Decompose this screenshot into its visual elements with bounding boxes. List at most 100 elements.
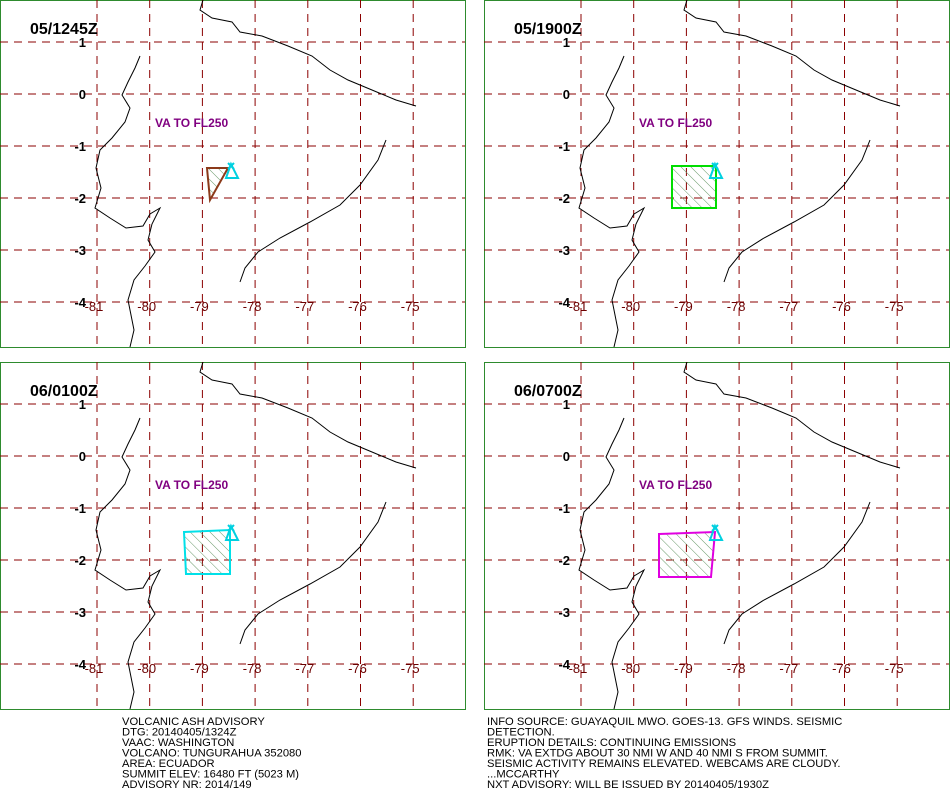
lat-label: 0 — [79, 87, 86, 102]
coastline — [199, 362, 417, 469]
lat-label: -3 — [74, 243, 86, 258]
advisory-text: VOLCANO: TUNGURAHUA 352080 — [122, 748, 301, 760]
lat-label: -4 — [74, 295, 86, 310]
coastline — [683, 0, 901, 107]
lon-label: -80 — [137, 661, 156, 676]
coastline — [94, 417, 162, 709]
lon-label: -81 — [85, 661, 104, 676]
volcano-icon — [227, 162, 235, 170]
lon-label: -81 — [569, 299, 588, 314]
lat-label: -3 — [558, 243, 570, 258]
coastline — [578, 55, 646, 347]
lon-label: -80 — [621, 299, 640, 314]
advisory-text: ...MCCARTHY — [487, 769, 560, 781]
volcano-icon — [711, 524, 719, 532]
map-layer — [0, 0, 465, 347]
lat-label: -4 — [558, 295, 570, 310]
lon-label: -77 — [295, 299, 314, 314]
volcano-icon — [224, 161, 240, 179]
volcano-icon — [227, 524, 235, 532]
volcano-icon — [711, 162, 719, 170]
lon-label: -75 — [885, 661, 904, 676]
advisory-text: SEISMIC ACTIVITY REMAINS ELEVATED. WEBCA… — [487, 758, 841, 770]
valid-time: 06/0100Z — [30, 383, 98, 400]
lon-label: -78 — [243, 299, 262, 314]
lon-label: -76 — [348, 661, 367, 676]
ash-area-hatch — [659, 532, 715, 577]
advisory-text: ERUPTION DETAILS: CONTINUING EMISSIONS — [487, 737, 736, 749]
volcano-icon — [708, 161, 724, 179]
valid-time: 06/0700Z — [514, 383, 582, 400]
lat-label: 1 — [563, 397, 570, 412]
ash-area — [182, 528, 231, 575]
coastline — [723, 139, 871, 283]
lon-label: -78 — [243, 661, 262, 676]
lon-label: -78 — [727, 661, 746, 676]
advisory-text: ADVISORY NR: 2014/149 — [122, 779, 252, 791]
lon-label: -80 — [137, 299, 156, 314]
map-layer — [0, 362, 465, 709]
lon-label: -79 — [190, 661, 209, 676]
lat-label: 1 — [79, 35, 86, 50]
ash-area — [658, 530, 717, 578]
advisory-text: RMK: VA EXTDG ABOUT 30 NMI W AND 40 NMI … — [487, 748, 828, 760]
coastline — [94, 55, 162, 347]
map-panel: 1 0 -1 -2 -3 -4-81 -80 -79 -78 -77 -76 -75 05/1245Z V… — [0, 0, 466, 348]
map-layer — [484, 0, 949, 347]
panel-frame — [0, 362, 466, 710]
lon-label: -75 — [401, 299, 420, 314]
lon-label: -75 — [885, 299, 904, 314]
advisory-text: INFO SOURCE: GUAYAQUIL MWO. GOES-13. GFS… — [487, 716, 842, 728]
lat-label: 0 — [563, 87, 570, 102]
ash-area-hatch — [672, 166, 716, 208]
lat-label: -2 — [558, 553, 570, 568]
advisory-text: AREA: ECUADOR — [122, 758, 215, 770]
advisory-text: DTG: 20140405/1324Z — [122, 727, 237, 739]
lat-label: -2 — [558, 191, 570, 206]
lat-label: 0 — [563, 449, 570, 464]
coastline — [239, 501, 387, 645]
lon-label: -81 — [85, 299, 104, 314]
lat-label: 0 — [79, 449, 86, 464]
lon-label: -77 — [295, 661, 314, 676]
lon-label: -77 — [779, 299, 798, 314]
lat-label: 1 — [563, 35, 570, 50]
lat-label: -2 — [74, 553, 86, 568]
advisory-text: DETECTION. — [487, 727, 555, 739]
lat-label: -2 — [74, 191, 86, 206]
valid-time: 05/1900Z — [514, 21, 582, 38]
coastline — [239, 139, 387, 283]
ash-area — [671, 165, 717, 209]
coastline — [199, 0, 417, 107]
lon-label: -77 — [779, 661, 798, 676]
advisory-text: VOLCANIC ASH ADVISORY — [122, 716, 265, 728]
panel-frame — [0, 0, 466, 348]
lat-label: -3 — [558, 605, 570, 620]
flight-level: VA TO FL250 — [639, 116, 712, 130]
lon-label: -79 — [674, 299, 693, 314]
lon-label: -75 — [401, 661, 420, 676]
lat-label: -4 — [74, 657, 86, 672]
panel-frame — [484, 362, 950, 710]
lon-label: -81 — [569, 661, 588, 676]
flight-level: VA TO FL250 — [639, 478, 712, 492]
lat-label: -1 — [558, 139, 570, 154]
coastline — [683, 362, 901, 469]
advisory-text: VAAC: WASHINGTON — [122, 737, 234, 749]
map-panel: 1 0 -1 -2 -3 -4-81 -80 -79 -78 -77 -76 -75 06/0700Z V… — [484, 362, 950, 710]
map-layer — [484, 362, 949, 709]
ash-area — [205, 167, 230, 204]
lon-label: -76 — [348, 299, 367, 314]
advisory-text: NXT ADVISORY: WILL BE ISSUED BY 20140405… — [487, 779, 769, 791]
volcano-icon — [224, 523, 240, 541]
lon-label: -76 — [832, 299, 851, 314]
coastline — [578, 417, 646, 709]
lon-label: -78 — [727, 299, 746, 314]
lat-label: -1 — [74, 139, 86, 154]
advisory-text: SUMMIT ELEV: 16480 FT (5023 M) — [122, 769, 299, 781]
volcano-icon — [708, 523, 724, 541]
lat-label: -1 — [74, 501, 86, 516]
lat-label: 1 — [79, 397, 86, 412]
lat-label: -3 — [74, 605, 86, 620]
coastline — [723, 501, 871, 645]
